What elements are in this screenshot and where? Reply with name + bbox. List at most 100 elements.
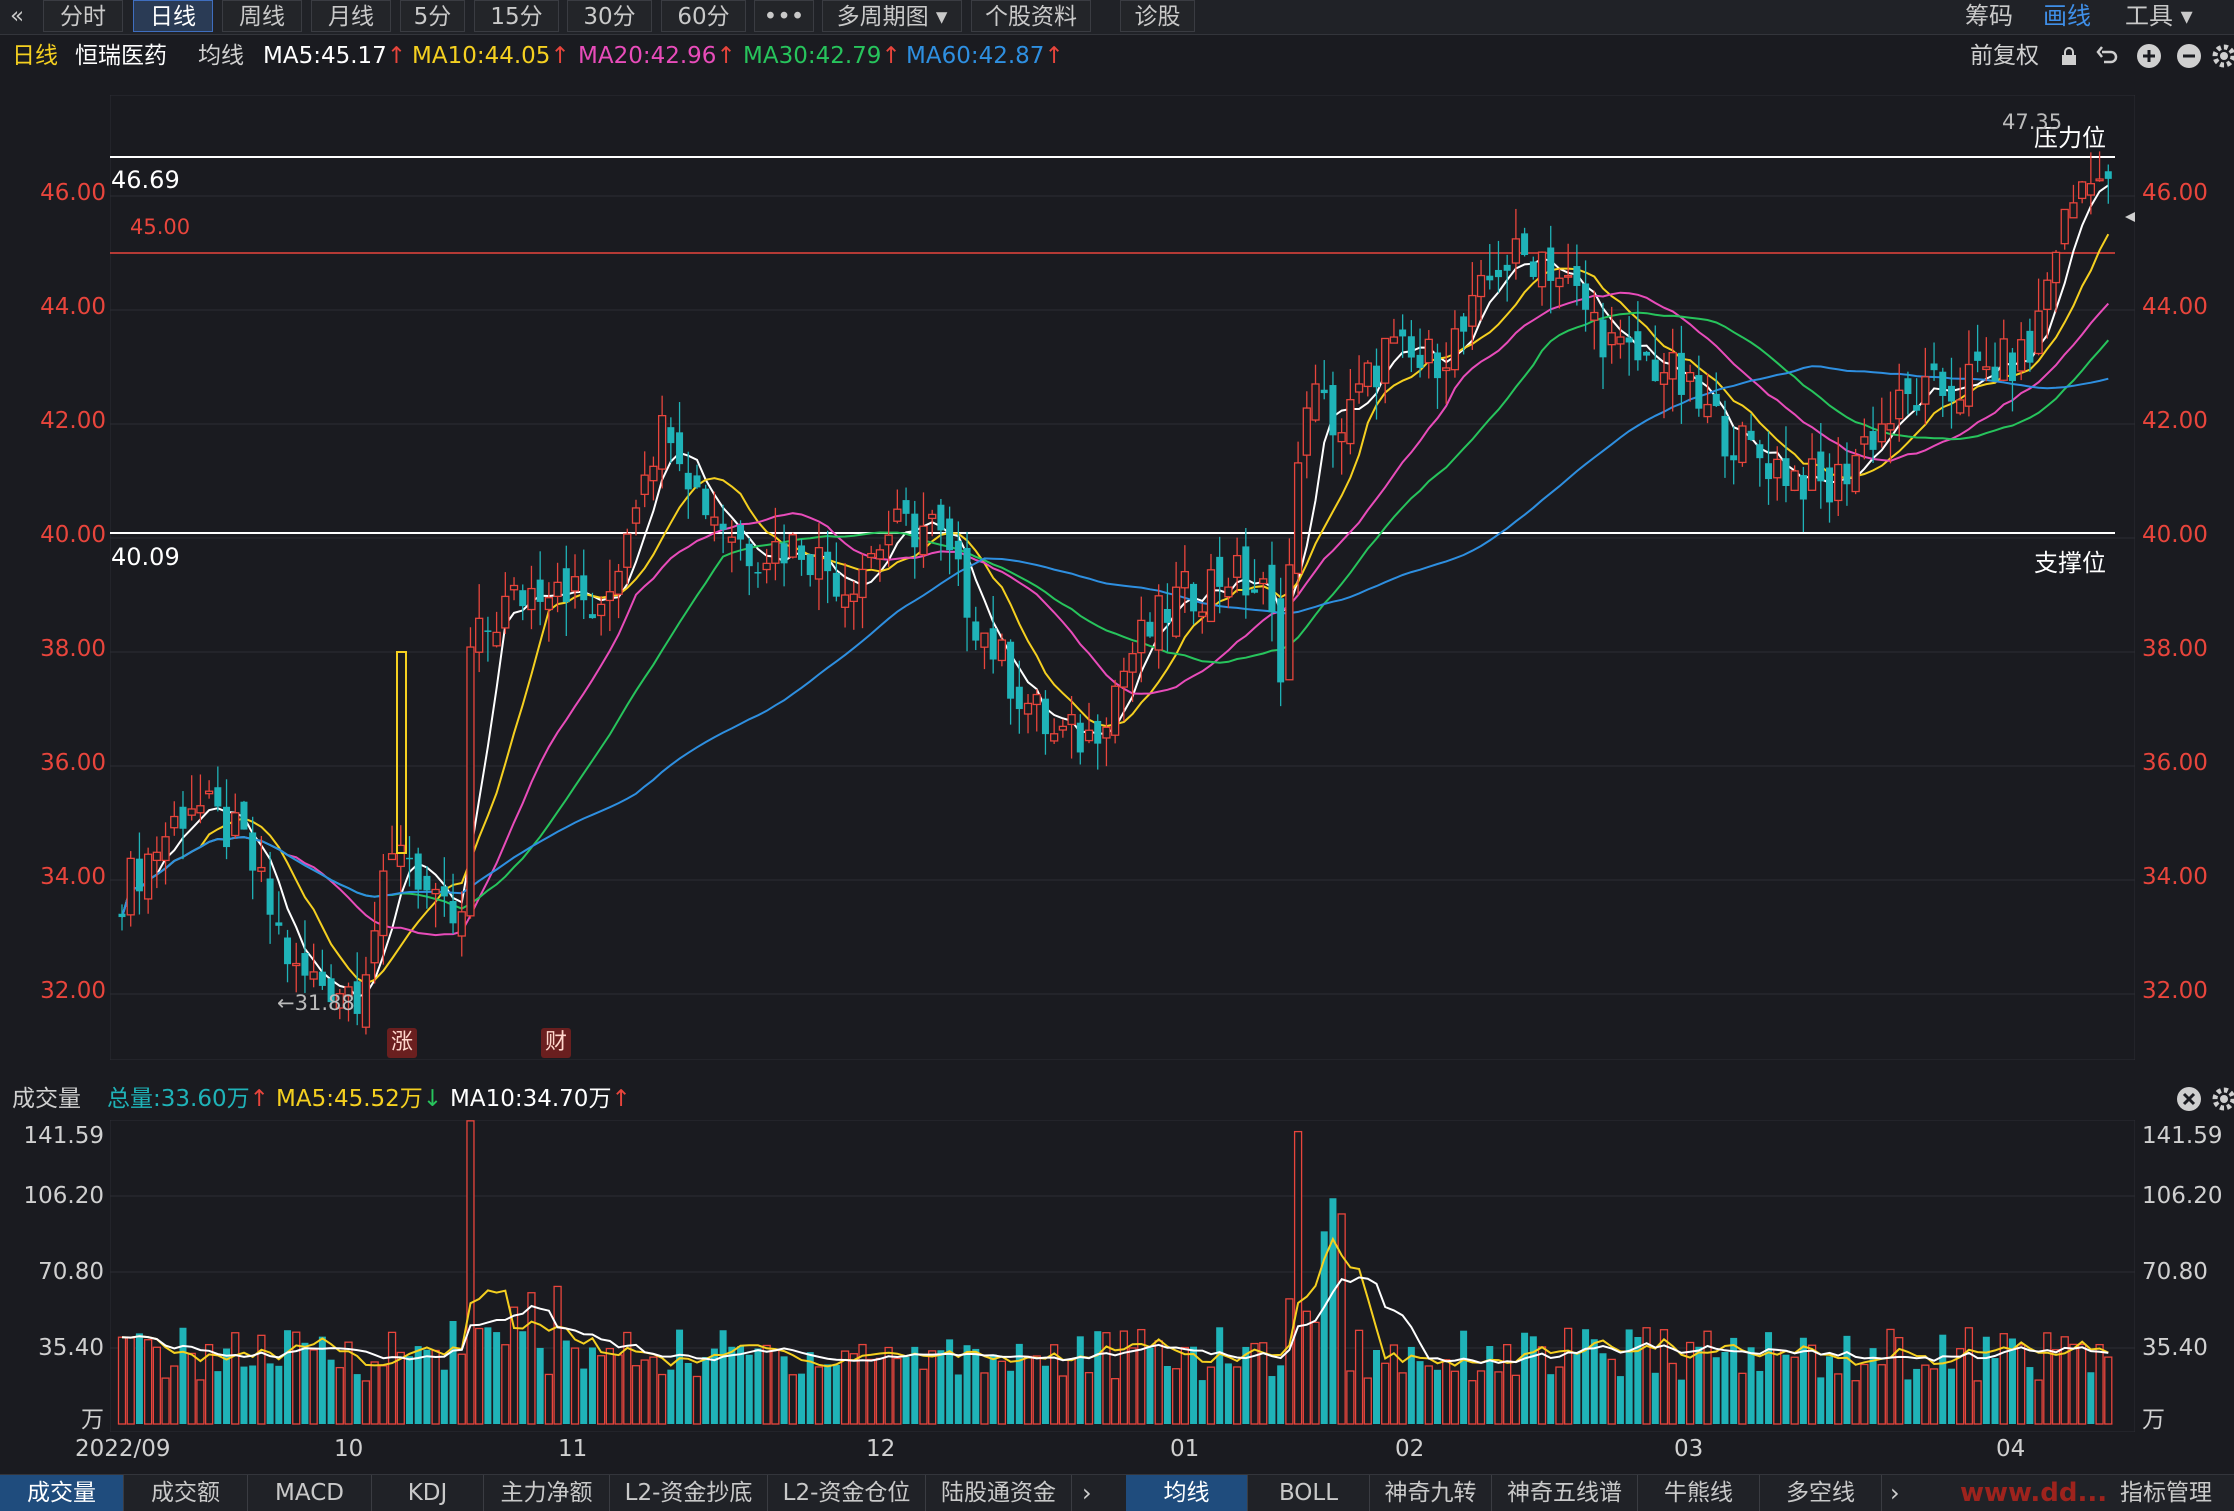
volume-bar[interactable] bbox=[1311, 1321, 1320, 1425]
candle-body[interactable] bbox=[1146, 621, 1154, 637]
volume-bar[interactable] bbox=[849, 1353, 858, 1425]
candle-body[interactable] bbox=[1389, 336, 1399, 344]
candle-body[interactable] bbox=[301, 953, 309, 976]
candle-body[interactable] bbox=[1730, 455, 1738, 461]
volume-bar[interactable] bbox=[1076, 1336, 1084, 1424]
volume-bar[interactable] bbox=[152, 1346, 161, 1425]
candle-body[interactable] bbox=[1007, 641, 1015, 699]
tab-hk-connect[interactable]: 陆股通资金 bbox=[926, 1475, 1072, 1511]
volume-bar[interactable] bbox=[1007, 1370, 1015, 1424]
candle-body[interactable] bbox=[1564, 274, 1573, 278]
candle-body[interactable] bbox=[223, 806, 231, 848]
volume-bar[interactable] bbox=[1259, 1342, 1268, 1425]
volume-bar[interactable] bbox=[2051, 1349, 2061, 1425]
volume-bar[interactable] bbox=[1634, 1337, 1642, 1424]
candle-body[interactable] bbox=[849, 593, 858, 603]
candle-body[interactable] bbox=[1659, 372, 1669, 385]
settings-gear-icon[interactable] bbox=[2212, 38, 2234, 79]
candle-body[interactable] bbox=[771, 541, 780, 564]
candle-body[interactable] bbox=[1180, 570, 1189, 589]
volume-bar[interactable] bbox=[1277, 1365, 1285, 1424]
volume-bar[interactable] bbox=[692, 1375, 702, 1425]
candle-body[interactable] bbox=[1372, 365, 1380, 388]
candle-body[interactable] bbox=[1102, 726, 1111, 739]
stock-profile-button[interactable]: 个股资料 bbox=[971, 0, 1091, 32]
volume-bar[interactable] bbox=[1416, 1361, 1424, 1424]
volume-bar[interactable] bbox=[353, 1374, 361, 1424]
candle-body[interactable] bbox=[1511, 238, 1521, 264]
volume-bar[interactable] bbox=[1929, 1368, 1939, 1425]
volume-bar[interactable] bbox=[292, 1331, 301, 1425]
volume-bar[interactable] bbox=[1773, 1349, 1782, 1425]
volume-bar[interactable] bbox=[423, 1349, 431, 1424]
volume-bar[interactable] bbox=[1747, 1347, 1755, 1424]
candle-body[interactable] bbox=[737, 525, 745, 540]
chevron-right-icon[interactable]: › bbox=[1082, 1479, 1092, 1507]
chip-button[interactable]: 筹码 bbox=[1965, 2, 2013, 30]
candle-body[interactable] bbox=[1076, 722, 1084, 753]
volume-bar[interactable] bbox=[1102, 1332, 1111, 1425]
lock-icon[interactable] bbox=[2058, 38, 2080, 78]
candle-body[interactable] bbox=[2069, 202, 2078, 219]
candle-body[interactable] bbox=[152, 851, 161, 862]
candle-body[interactable] bbox=[509, 584, 519, 591]
candle-body[interactable] bbox=[527, 587, 536, 611]
volume-bar[interactable] bbox=[544, 1373, 554, 1425]
candle-body[interactable] bbox=[798, 545, 806, 560]
candle-body[interactable] bbox=[588, 614, 596, 619]
volume-bar[interactable] bbox=[989, 1354, 997, 1424]
tab-bull-bear[interactable]: 牛熊线 bbox=[1638, 1475, 1760, 1511]
volume-bar[interactable] bbox=[1956, 1348, 1965, 1425]
candle-body[interactable] bbox=[1251, 589, 1259, 593]
volume-bar[interactable] bbox=[1782, 1354, 1790, 1424]
candle-body[interactable] bbox=[1921, 376, 1930, 405]
volume-bar[interactable] bbox=[1851, 1380, 1860, 1425]
candle-body[interactable] bbox=[1268, 564, 1276, 613]
candle-body[interactable] bbox=[1424, 338, 1433, 364]
volume-bar[interactable] bbox=[1067, 1358, 1076, 1425]
volume-bar[interactable] bbox=[1242, 1346, 1250, 1424]
candle-body[interactable] bbox=[1337, 432, 1346, 443]
candle-body[interactable] bbox=[1974, 351, 1982, 361]
volume-bar[interactable] bbox=[972, 1348, 980, 1424]
volume-bar[interactable] bbox=[1494, 1371, 1503, 1425]
zoom-out-icon[interactable] bbox=[2176, 38, 2202, 80]
candle-body[interactable] bbox=[344, 986, 353, 997]
candle-body[interactable] bbox=[318, 971, 326, 986]
tab-l2-bottom[interactable]: L2-资金抄底 bbox=[610, 1475, 768, 1511]
candle-body[interactable] bbox=[1590, 311, 1599, 321]
candle-body[interactable] bbox=[1023, 702, 1033, 715]
candle-body[interactable] bbox=[284, 937, 292, 965]
volume-bar[interactable] bbox=[911, 1346, 919, 1424]
volume-bar[interactable] bbox=[1712, 1357, 1720, 1424]
candle-body[interactable] bbox=[327, 978, 335, 1003]
volume-bar[interactable] bbox=[1860, 1363, 1869, 1425]
candle-body[interactable] bbox=[396, 844, 405, 868]
candle-body[interactable] bbox=[1991, 366, 1999, 381]
candle-body[interactable] bbox=[1058, 725, 1068, 731]
volume-bar[interactable] bbox=[928, 1350, 937, 1425]
candle-body[interactable] bbox=[1947, 385, 1955, 402]
candle-body[interactable] bbox=[562, 568, 570, 603]
volume-bar[interactable] bbox=[832, 1364, 840, 1424]
volume-bar[interactable] bbox=[1537, 1346, 1547, 1425]
candle-body[interactable] bbox=[457, 911, 466, 937]
volume-bar[interactable] bbox=[1442, 1359, 1451, 1425]
volume-bar[interactable] bbox=[2043, 1332, 2052, 1425]
candle-body[interactable] bbox=[1982, 366, 1991, 371]
candle-body[interactable] bbox=[1503, 264, 1511, 271]
candle-body[interactable] bbox=[902, 500, 910, 514]
candle-body[interactable] bbox=[754, 572, 762, 574]
candle-body[interactable] bbox=[1450, 328, 1460, 371]
candle-body[interactable] bbox=[1695, 375, 1703, 409]
volume-bar[interactable] bbox=[631, 1365, 641, 1425]
candle-body[interactable] bbox=[292, 962, 301, 967]
candle-body[interactable] bbox=[1433, 352, 1441, 379]
draw-line-button[interactable]: 画线 bbox=[2043, 2, 2091, 30]
volume-bar[interactable] bbox=[798, 1373, 806, 1424]
tab-magic-nine[interactable]: 神奇九转 bbox=[1370, 1475, 1492, 1511]
volume-bar[interactable] bbox=[762, 1344, 771, 1425]
candle-body[interactable] bbox=[1964, 363, 1974, 407]
volume-bar[interactable] bbox=[710, 1348, 718, 1424]
volume-bar[interactable] bbox=[1424, 1365, 1433, 1425]
